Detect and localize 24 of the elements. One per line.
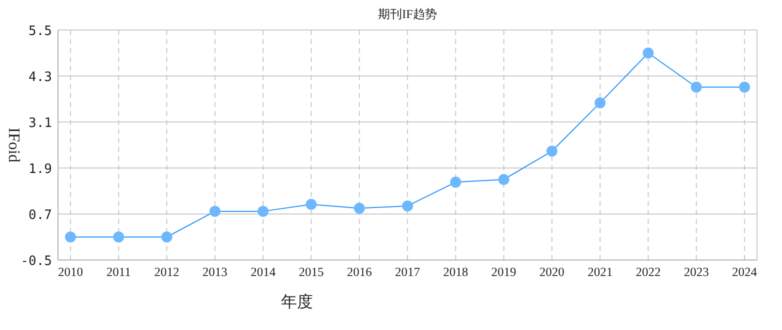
y-tick-label: -0.5 bbox=[20, 254, 52, 269]
y-tick-label: 0.7 bbox=[28, 208, 52, 223]
x-tick-label: 2011 bbox=[106, 265, 131, 279]
y-tick-label: 1.9 bbox=[28, 162, 52, 177]
x-tick-label: 2012 bbox=[154, 265, 180, 279]
x-tick-label: 2024 bbox=[732, 265, 758, 279]
x-tick-label: 2013 bbox=[202, 265, 228, 279]
x-tick-label: 2017 bbox=[395, 265, 420, 279]
x-tick-label: 2010 bbox=[58, 265, 83, 279]
y-axis-title: IFoid bbox=[5, 128, 22, 162]
x-tick-label: 2020 bbox=[539, 265, 564, 279]
chart-title: 期刊IF趋势 bbox=[378, 7, 437, 21]
x-tick-label: 2015 bbox=[298, 265, 324, 279]
x-tick-label: 2014 bbox=[250, 265, 276, 279]
x-tick-label: 2016 bbox=[346, 265, 372, 279]
y-tick-label: 3.1 bbox=[28, 116, 52, 131]
x-axis-title: 年度 bbox=[281, 293, 313, 311]
x-tick-label: 2021 bbox=[588, 265, 613, 279]
x-tick-label: 2018 bbox=[443, 265, 468, 279]
y-tick-label: 4.3 bbox=[28, 70, 52, 85]
x-tick-label: 2022 bbox=[636, 265, 661, 279]
x-tick-label: 2023 bbox=[684, 265, 709, 279]
y-tick-label: 5.5 bbox=[28, 24, 52, 39]
x-tick-label: 2019 bbox=[491, 265, 516, 279]
